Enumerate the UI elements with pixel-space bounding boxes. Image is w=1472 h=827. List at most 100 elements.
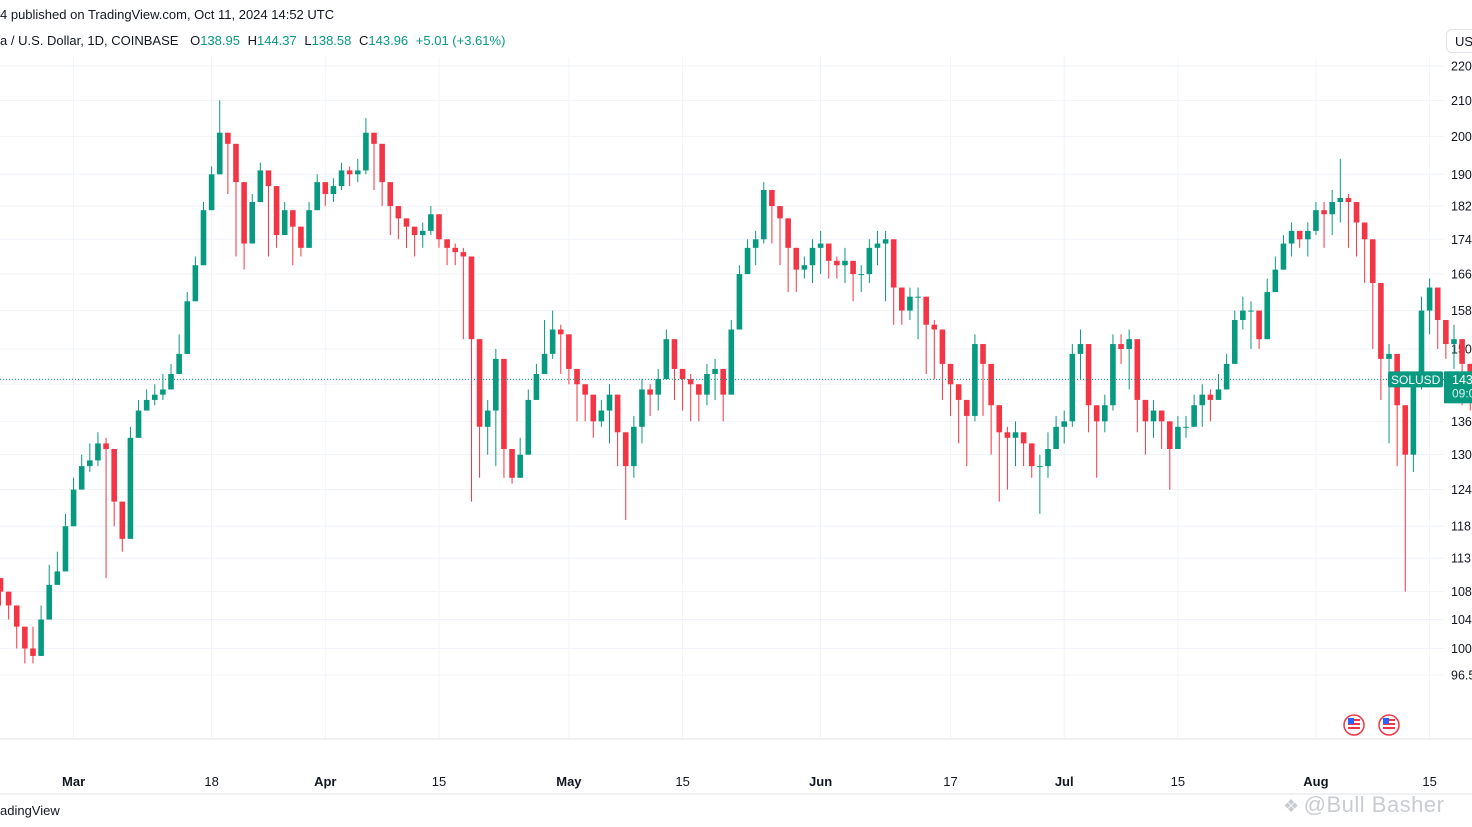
candle-body[interactable] bbox=[1345, 198, 1352, 203]
candle-body[interactable] bbox=[1313, 210, 1319, 231]
candle-body[interactable] bbox=[1012, 432, 1019, 438]
candle-body[interactable] bbox=[696, 384, 702, 395]
candle-body[interactable] bbox=[273, 186, 280, 236]
candle-body[interactable] bbox=[679, 368, 686, 380]
candle-body[interactable] bbox=[614, 394, 621, 433]
candle-body[interactable] bbox=[1175, 426, 1181, 450]
candle-body[interactable] bbox=[1256, 310, 1262, 340]
candle-body[interactable] bbox=[1288, 230, 1295, 244]
candle-body[interactable] bbox=[1199, 394, 1206, 406]
candle-body[interactable] bbox=[78, 466, 85, 490]
candle-body[interactable] bbox=[1004, 432, 1011, 438]
candle-body[interactable] bbox=[712, 368, 718, 375]
candle-body[interactable] bbox=[1020, 432, 1027, 444]
candle-body[interactable] bbox=[752, 239, 759, 248]
candle-body[interactable] bbox=[557, 329, 564, 335]
candle-body[interactable] bbox=[192, 265, 199, 302]
candle-body[interactable] bbox=[1305, 230, 1311, 240]
candle-body[interactable] bbox=[257, 170, 264, 203]
candle-body[interactable] bbox=[1183, 426, 1189, 428]
candle-body[interactable] bbox=[281, 210, 288, 236]
candle-body[interactable] bbox=[549, 329, 556, 354]
candle-body[interactable] bbox=[444, 239, 450, 248]
candle-body[interactable] bbox=[127, 437, 134, 539]
candle-body[interactable] bbox=[890, 239, 897, 288]
candle-body[interactable] bbox=[1085, 344, 1092, 406]
candle-body[interactable] bbox=[314, 182, 320, 211]
candle-body[interactable] bbox=[46, 584, 53, 620]
candle-body[interactable] bbox=[963, 399, 970, 416]
candle-body[interactable] bbox=[13, 605, 20, 627]
candle-body[interactable] bbox=[54, 571, 61, 585]
candle-body[interactable] bbox=[176, 353, 182, 375]
candle-body[interactable] bbox=[566, 334, 572, 369]
candle-body[interactable] bbox=[1126, 339, 1132, 349]
candle-body[interactable] bbox=[834, 260, 840, 266]
candle-body[interactable] bbox=[980, 344, 986, 364]
candle-body[interactable] bbox=[419, 230, 426, 236]
candle-body[interactable] bbox=[1231, 319, 1238, 364]
candle-body[interactable] bbox=[322, 182, 329, 195]
candle-body[interactable] bbox=[476, 339, 483, 427]
candle-body[interactable] bbox=[1223, 363, 1230, 390]
candle-body[interactable] bbox=[354, 170, 361, 175]
candle-body[interactable] bbox=[704, 374, 710, 395]
candle-body[interactable] bbox=[785, 218, 791, 248]
candle-body[interactable] bbox=[290, 210, 296, 227]
candle-body[interactable] bbox=[541, 353, 548, 375]
candle-body[interactable] bbox=[1053, 426, 1059, 450]
candle-body[interactable] bbox=[866, 247, 873, 275]
candle-body[interactable] bbox=[1353, 202, 1360, 223]
candle-body[interactable] bbox=[184, 301, 191, 354]
candle-body[interactable] bbox=[111, 449, 117, 502]
candle-body[interactable] bbox=[1240, 310, 1246, 320]
candle-body[interactable] bbox=[1296, 230, 1303, 240]
candle-body[interactable] bbox=[5, 591, 12, 606]
candle-body[interactable] bbox=[411, 226, 418, 236]
candle-body[interactable] bbox=[1110, 344, 1116, 406]
candle-body[interactable] bbox=[103, 443, 109, 450]
tradingview-brand[interactable]: adingView bbox=[0, 803, 60, 818]
candle-body[interactable] bbox=[1142, 399, 1149, 422]
candle-body[interactable] bbox=[760, 190, 767, 240]
candle-body[interactable] bbox=[119, 501, 126, 539]
candle-body[interactable] bbox=[1451, 339, 1457, 345]
candle-body[interactable] bbox=[923, 296, 929, 325]
candle-body[interactable] bbox=[87, 460, 93, 467]
candle-body[interactable] bbox=[899, 287, 905, 311]
candle-body[interactable] bbox=[298, 226, 304, 248]
candle-body[interactable] bbox=[1158, 410, 1165, 422]
candle-body[interactable] bbox=[744, 247, 751, 275]
candle-body[interactable] bbox=[22, 626, 28, 649]
candle-body[interactable] bbox=[428, 214, 434, 231]
candle-body[interactable] bbox=[1329, 202, 1335, 215]
candle-body[interactable] bbox=[1069, 353, 1076, 422]
candle-body[interactable] bbox=[728, 329, 735, 395]
candle-body[interactable] bbox=[62, 526, 69, 572]
candle-body[interactable] bbox=[1191, 405, 1197, 427]
candle-body[interactable] bbox=[574, 368, 580, 385]
candle-body[interactable] bbox=[582, 384, 588, 395]
candle-body[interactable] bbox=[306, 210, 312, 248]
candle-body[interactable] bbox=[801, 265, 808, 270]
candle-body[interactable] bbox=[330, 186, 337, 195]
candle-body[interactable] bbox=[1248, 310, 1254, 312]
symbol-tag[interactable] bbox=[1388, 371, 1443, 388]
candle-body[interactable] bbox=[517, 454, 523, 478]
us-flag-event-icon[interactable] bbox=[1343, 714, 1365, 736]
candle-body[interactable] bbox=[858, 274, 865, 276]
candle-body[interactable] bbox=[1378, 283, 1384, 359]
candle-body[interactable] bbox=[160, 389, 166, 395]
candle-body[interactable] bbox=[135, 410, 142, 438]
candle-body[interactable] bbox=[265, 170, 272, 187]
candle-body[interactable] bbox=[484, 410, 491, 427]
candle-body[interactable] bbox=[1207, 394, 1214, 400]
candle-body[interactable] bbox=[1037, 466, 1043, 468]
candle-body[interactable] bbox=[720, 368, 726, 395]
candle-body[interactable] bbox=[671, 339, 678, 369]
candle-body[interactable] bbox=[1215, 389, 1222, 400]
candle-body[interactable] bbox=[907, 296, 913, 311]
candle-body[interactable] bbox=[363, 132, 369, 171]
candle-body[interactable] bbox=[988, 363, 994, 406]
candle-body[interactable] bbox=[1280, 243, 1287, 270]
